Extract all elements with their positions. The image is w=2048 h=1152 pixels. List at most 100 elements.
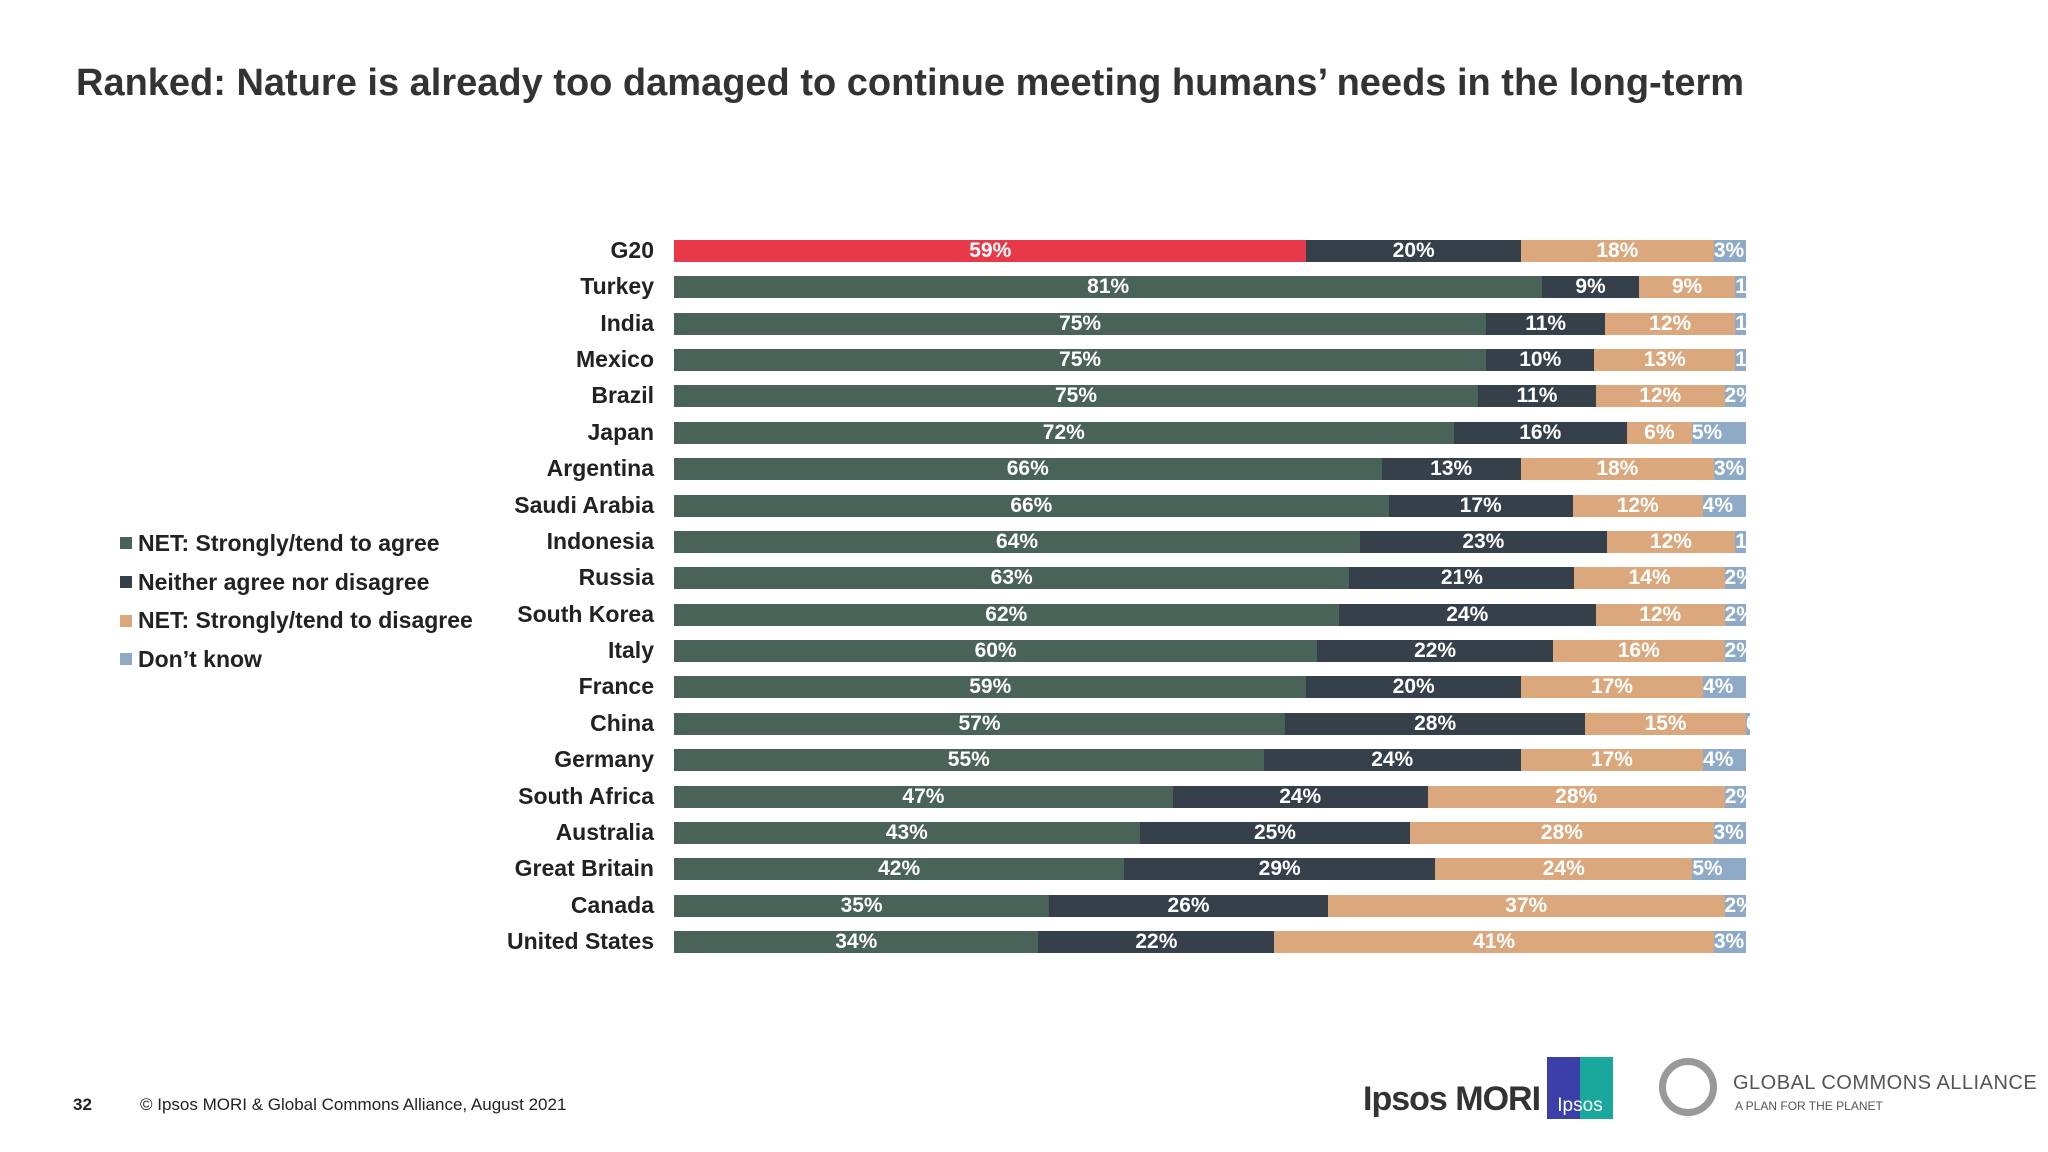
bar-segment: 18%: [1520, 240, 1714, 262]
data-label: 12%: [1649, 530, 1692, 553]
bar-row: 57% 28% 15% 0%: [674, 712, 1750, 735]
data-label: 72%: [1042, 421, 1085, 444]
category-label: Mexico: [576, 346, 654, 373]
legend-item-dont-know: Don’t know: [120, 640, 473, 679]
legend-item-neither: Neither agree nor disagree: [120, 563, 473, 602]
data-label: 0%: [1746, 713, 1750, 735]
data-label: 63%: [990, 567, 1033, 590]
data-label: 13%: [1643, 349, 1686, 372]
data-label: 3%: [1713, 458, 1745, 481]
data-label: 14%: [1628, 567, 1671, 590]
bar-segment: 63%: [674, 567, 1350, 590]
bar-segment: 75%: [674, 349, 1487, 372]
category-label: Canada: [570, 891, 654, 918]
bar-segment: 29%: [1124, 858, 1436, 881]
category-label: Brazil: [591, 382, 654, 409]
data-label: 24%: [1279, 785, 1322, 808]
bar-segment: 4%: [1702, 494, 1746, 517]
data-label: 41%: [1473, 931, 1516, 954]
category-label: France: [578, 673, 654, 700]
data-label: 11%: [1525, 312, 1567, 335]
data-label: 3%: [1713, 240, 1745, 262]
bar-segment: 0%: [1745, 712, 1750, 735]
bar-segment: 66%: [674, 458, 1382, 481]
bar-row: 75% 10% 13% 1%: [674, 349, 1746, 372]
data-label: 1%: [1735, 530, 1746, 553]
data-label: 3%: [1713, 821, 1744, 844]
data-label: 18%: [1596, 458, 1639, 481]
bar-segment: 24%: [1172, 785, 1428, 808]
page-title: Ranked: Nature is already too damaged to…: [76, 62, 1745, 104]
bar-segment: 5%: [1692, 858, 1746, 881]
bar-segment: 14%: [1574, 567, 1725, 590]
bar-segment: 24%: [1338, 603, 1596, 626]
data-label: 21%: [1440, 567, 1483, 590]
bar-row: 72% 16% 6% 5%: [674, 421, 1746, 444]
data-label: 29%: [1258, 858, 1301, 881]
bar-segment: 28%: [1285, 712, 1586, 735]
data-label: 13%: [1430, 458, 1473, 481]
bar-segment: 64%: [674, 530, 1361, 553]
data-label: 20%: [1392, 676, 1435, 699]
data-label: 18%: [1596, 240, 1639, 262]
bar-segment: 3%: [1713, 931, 1746, 954]
bar-segment: 17%: [1388, 494, 1573, 517]
ipsos-logo: Ipsos: [1547, 1057, 1613, 1119]
category-label: India: [600, 309, 654, 336]
category-label: South Korea: [517, 600, 654, 627]
bar-segment: 81%: [674, 276, 1543, 299]
bar-row: 35% 26% 37% 2%: [674, 894, 1746, 917]
data-label: 4%: [1703, 749, 1734, 772]
bar-segment: 60%: [674, 640, 1318, 663]
data-label: 59%: [969, 240, 1012, 262]
bar-row: 59% 20% 17% 4%: [674, 676, 1746, 699]
data-label: 43%: [885, 821, 928, 844]
bar-segment: 16%: [1453, 421, 1627, 444]
data-label: 59%: [969, 676, 1012, 699]
bar-segment: 22%: [1317, 640, 1554, 663]
bar-segment: 28%: [1427, 785, 1725, 808]
bar-row: 43% 25% 28% 3%: [674, 821, 1746, 844]
data-label: 17%: [1459, 494, 1502, 517]
bar-segment: 3%: [1713, 821, 1746, 844]
data-label: 75%: [1059, 312, 1102, 335]
legend-item-disagree: NET: Strongly/tend to disagree: [120, 601, 473, 640]
bar-segment: 12%: [1606, 530, 1736, 553]
bar-segment: 72%: [674, 421, 1454, 444]
bar-segment: 2%: [1724, 385, 1746, 408]
data-label: 66%: [1006, 458, 1049, 481]
legend-label: NET: Strongly/tend to disagree: [138, 607, 473, 634]
bar-segment: 35%: [674, 894, 1050, 917]
bar-segment: 66%: [674, 494, 1389, 517]
category-label: Great Britain: [514, 855, 654, 882]
category-label: Italy: [607, 637, 654, 664]
data-label: 4%: [1703, 676, 1734, 699]
bar-segment: 21%: [1349, 567, 1575, 590]
legend-swatch: [120, 614, 132, 627]
data-label: 17%: [1590, 749, 1633, 772]
bar-segment: 24%: [1435, 858, 1693, 881]
bar-segment: 3%: [1713, 458, 1746, 481]
bar-segment: 1%: [1735, 312, 1746, 335]
gca-logo-tagline: A PLAN FOR THE PLANET: [1735, 1099, 1883, 1113]
category-label: Argentina: [546, 455, 654, 482]
data-label: 3%: [1713, 931, 1745, 954]
data-label: 2%: [1724, 894, 1746, 917]
bar-segment: 16%: [1553, 640, 1725, 663]
bar-segment: 25%: [1139, 821, 1411, 844]
bar-row: 62% 24% 12% 2%: [674, 603, 1746, 626]
bar-segment: 2%: [1724, 603, 1746, 626]
data-label: 47%: [902, 785, 945, 808]
data-label: 5%: [1692, 858, 1723, 881]
data-label: 2%: [1724, 385, 1746, 408]
data-label: 9%: [1575, 276, 1606, 299]
data-label: 24%: [1446, 603, 1489, 626]
data-label: 81%: [1087, 276, 1130, 299]
bar-segment: 62%: [674, 603, 1339, 626]
category-label: Turkey: [580, 273, 654, 300]
data-label: 1%: [1735, 276, 1746, 299]
copyright: © Ipsos MORI & Global Commons Alliance, …: [140, 1095, 567, 1114]
bar-segment: 37%: [1327, 894, 1725, 917]
category-label: Australia: [555, 818, 654, 845]
data-label: 75%: [1059, 349, 1102, 372]
